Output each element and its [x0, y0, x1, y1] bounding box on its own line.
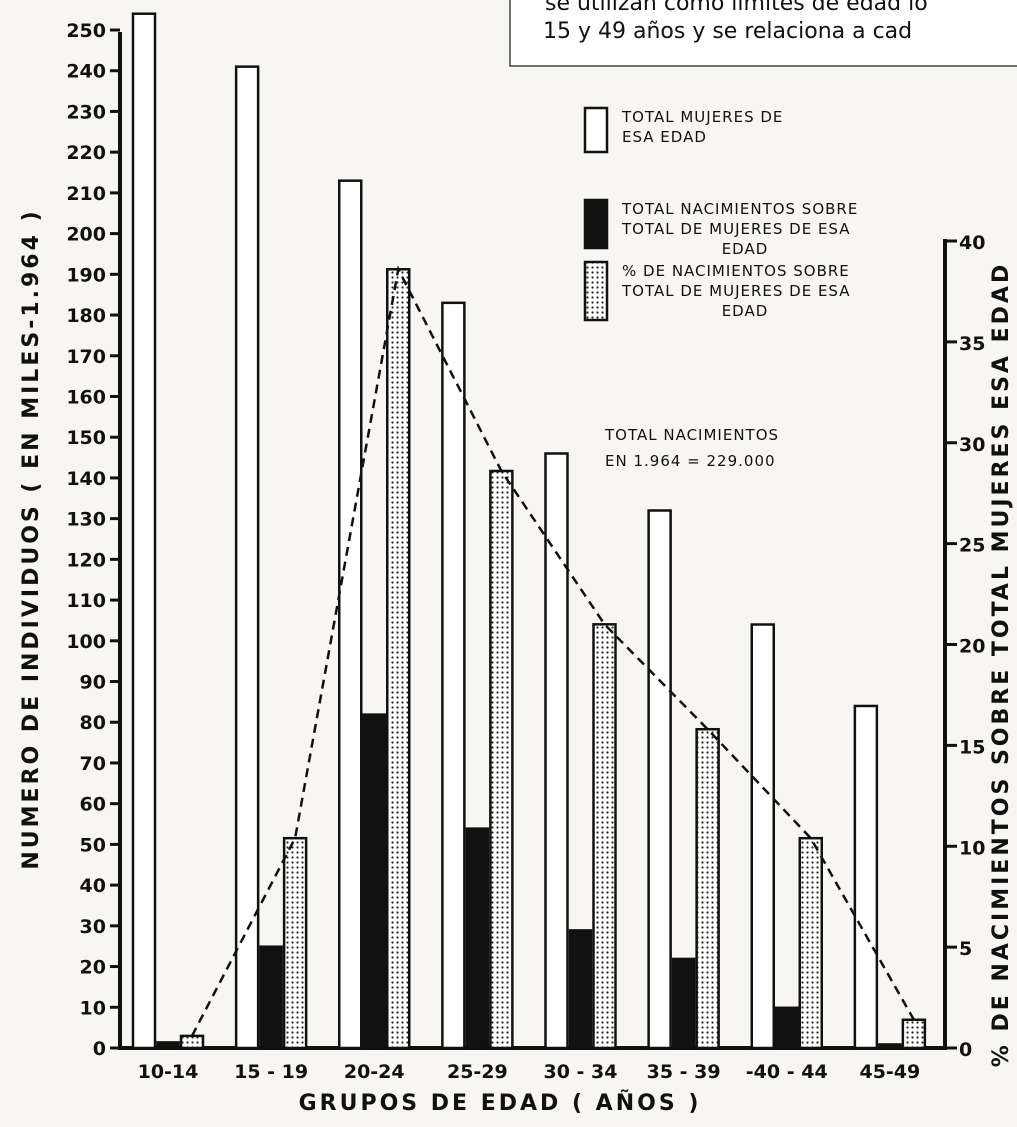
category-label: -40 - 44: [746, 1061, 828, 1083]
legend-text-line: EDAD: [722, 240, 769, 258]
left-tick-label: 80: [80, 712, 106, 734]
left-tick-label: 210: [66, 183, 106, 205]
left-tick-label: 110: [66, 590, 106, 612]
bar-total-women: [441, 301, 466, 1050]
left-tick-label: 60: [80, 794, 106, 816]
category-label: 30 - 34: [544, 1061, 618, 1083]
left-tick-label: 170: [66, 346, 106, 368]
legend: TOTAL MUJERES DE ESA EDAD TOTAL NACIMIENTO…: [583, 106, 858, 470]
annotation-total-births: EN 1.964 = 229.000: [605, 452, 776, 470]
left-tick-label: 10: [80, 997, 106, 1019]
category-label: 10-14: [138, 1061, 199, 1083]
legend-text-line: EDAD: [722, 302, 769, 320]
legend-text-line: TOTAL DE MUJERES DE ESA: [621, 282, 851, 300]
annotation-total-births: TOTAL NACIMIENTOS: [604, 426, 779, 444]
legend-swatch-dotted: [583, 260, 609, 322]
bar-total-births: [156, 1041, 180, 1049]
bar-percent-births: [695, 727, 720, 1050]
right-tick-label: 5: [959, 938, 972, 960]
bar-percent-births: [798, 836, 823, 1050]
top-text-line-1: se utilizan como límites de edad lo: [545, 0, 928, 16]
x-axis-title: GRUPOS DE EDAD ( AÑOS ): [299, 1090, 702, 1116]
right-tick-label: 20: [959, 636, 985, 658]
bar-percent-births: [489, 469, 514, 1050]
legend-text-line: ESA EDAD: [622, 128, 707, 146]
bar-percent-births: [901, 1018, 927, 1050]
bar-total-women: [544, 452, 569, 1050]
bar-total-births: [878, 1043, 902, 1049]
left-tick-label: 70: [80, 753, 106, 775]
top-text-line-2: 15 y 49 años y se relaciona a cad: [543, 19, 912, 44]
bar-total-women: [131, 12, 157, 1050]
left-tick-label: 200: [66, 224, 106, 246]
left-axis-title: NUMERO DE INDIVIDUOS ( EN MILES-1.964 ): [19, 208, 44, 869]
left-tick-label: 100: [66, 631, 106, 653]
bar-total-women: [338, 179, 363, 1050]
left-tick-label: 190: [66, 264, 106, 286]
bar-percent-births: [592, 623, 617, 1050]
bar-total-women: [234, 65, 260, 1050]
bar-percent-births: [386, 267, 411, 1050]
right-tick-label: 15: [959, 736, 985, 758]
legend-text-line: % DE NACIMIENTOS SOBRE: [622, 262, 850, 280]
category-label: 45-49: [859, 1061, 920, 1083]
right-tick-label: 40: [959, 232, 985, 254]
bar-total-births: [259, 945, 283, 1049]
top-text-box: se utilizan como límites de edad lo 15 y…: [509, 0, 1017, 67]
percent-series-line: [190, 265, 915, 1037]
right-tick-label: 25: [959, 535, 985, 557]
legend-swatch-solid: [583, 198, 609, 250]
category-label: 15 - 19: [234, 1061, 308, 1083]
axes-layer: 0102030405060708090100110120130140150160…: [19, 20, 1014, 1116]
right-tick-label: 10: [959, 837, 985, 859]
left-tick-label: 180: [66, 305, 106, 327]
left-tick-label: 90: [80, 672, 106, 694]
percent-line-layer: [190, 265, 915, 1037]
bar-total-births: [362, 713, 386, 1049]
legend-text-line: TOTAL NACIMIENTOS SOBRE: [621, 200, 858, 218]
right-tick-label: 0: [959, 1039, 972, 1061]
right-tick-label: 30: [959, 434, 985, 456]
left-tick-label: 250: [66, 20, 106, 42]
left-tick-label: 160: [66, 386, 106, 408]
left-tick-label: 0: [93, 1038, 106, 1060]
bar-total-women: [647, 509, 672, 1050]
category-label: 25-29: [447, 1061, 508, 1083]
bar-percent-births: [282, 836, 308, 1050]
left-tick-label: 150: [66, 427, 106, 449]
bars-layer: 10-14 15 - 19 20-24 25-29 30 - 34 35 - 39 -40 …: [131, 12, 927, 1083]
left-tick-label: 30: [80, 916, 106, 938]
right-axis-title: % DE NACIMIENTOS SOBRE TOTAL MUJERES ESA…: [989, 262, 1014, 1067]
bar-total-women: [853, 704, 879, 1050]
left-tick-label: 140: [66, 468, 106, 490]
category-label: 20-24: [344, 1061, 405, 1083]
left-tick-label: 50: [80, 834, 106, 856]
left-tick-label: 20: [80, 957, 106, 979]
legend-text-line: TOTAL DE MUJERES DE ESA: [621, 220, 851, 238]
bar-total-births: [671, 957, 696, 1049]
left-tick-label: 120: [66, 549, 106, 571]
bar-percent-births: [179, 1034, 205, 1050]
bar-total-women: [750, 623, 775, 1050]
left-tick-label: 240: [66, 61, 106, 83]
category-label: 35 - 39: [647, 1061, 721, 1083]
bar-total-births: [775, 1006, 799, 1049]
left-tick-label: 230: [66, 101, 106, 123]
bar-total-births: [568, 929, 593, 1049]
bar-total-births: [465, 827, 490, 1049]
legend-swatch-hollow: [583, 106, 609, 154]
left-tick-label: 40: [80, 875, 106, 897]
legend-text-line: TOTAL MUJERES DE: [621, 108, 783, 126]
left-tick-label: 220: [66, 142, 106, 164]
right-tick-label: 35: [959, 333, 985, 355]
left-tick-label: 130: [66, 509, 106, 531]
